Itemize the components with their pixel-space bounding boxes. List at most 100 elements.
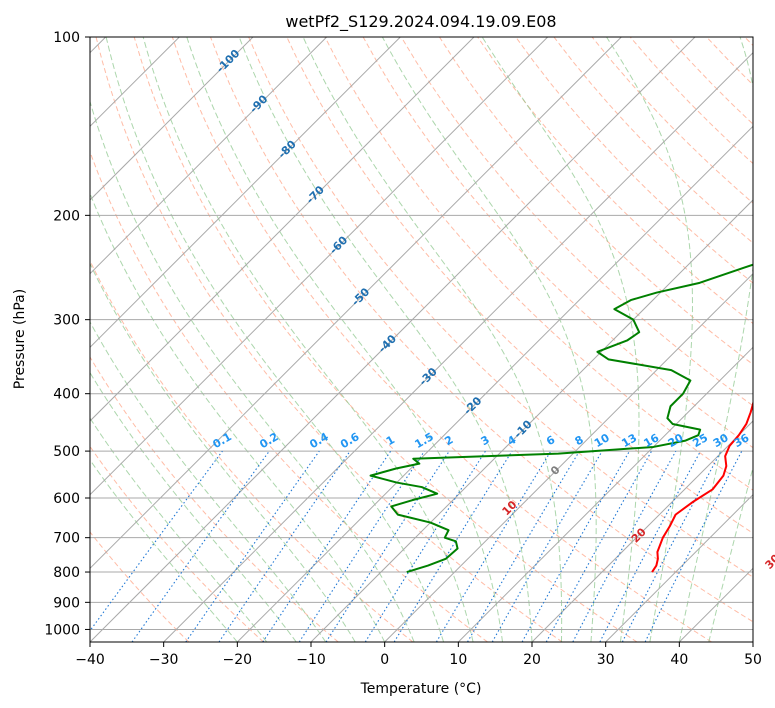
plot-frame <box>89 36 754 643</box>
y-tick-label: 300 <box>53 313 80 329</box>
y-tick-label: 900 <box>53 595 80 611</box>
dry-adiabat-line <box>171 37 712 642</box>
dry-adiabat-line <box>95 37 563 642</box>
moist-adiabat-line <box>90 459 238 642</box>
dry-adiabat-line <box>400 37 753 407</box>
isotherm-line <box>605 493 753 642</box>
line-labels: -100-90-80-70-60-50-40-30-20-1000.1 0.2 0.… <box>210 47 775 572</box>
y-tick-label: 600 <box>53 491 80 507</box>
mixing-ratio-line <box>262 450 392 642</box>
dry-adiabat-line <box>515 37 753 284</box>
y-tick-label: 100 <box>53 30 80 46</box>
mixing-ratio-label: 0.1 <box>210 430 233 451</box>
dry-adiabat-line <box>90 356 339 642</box>
dry-adiabat-line <box>744 37 753 47</box>
isotherm-line <box>384 272 753 642</box>
dry-adiabat-line <box>133 37 638 642</box>
isotherm-line <box>90 37 549 496</box>
isotherm-line <box>90 37 328 275</box>
mixing-ratio-line <box>298 450 425 642</box>
dry-adiabat-line <box>90 445 264 642</box>
dry-adiabat-line <box>439 37 753 366</box>
y-tick-label: 200 <box>53 208 80 224</box>
mixing-ratio-line <box>545 450 653 642</box>
mixing-ratio-line <box>521 450 630 642</box>
y-axis-title: Pressure (hPa) <box>12 289 28 389</box>
y-tick-label: 400 <box>53 387 80 403</box>
dry-adiabat-line <box>90 259 414 642</box>
x-tick-label: −30 <box>149 652 179 668</box>
mixing-ratio-line <box>644 450 743 642</box>
moist-adiabat-line <box>90 262 356 642</box>
y-tick-label: 500 <box>53 444 80 460</box>
dry-adiabat-label: 30 <box>763 552 775 572</box>
mixing-ratio-line <box>218 450 351 642</box>
isotherm-line <box>90 37 696 642</box>
moist-adiabat-line <box>678 37 753 642</box>
moist-adiabat-line <box>381 37 597 642</box>
x-tick-label: 30 <box>597 652 615 668</box>
x-tick-label: 50 <box>744 652 762 668</box>
moist-adiabat-line <box>90 99 415 642</box>
mixing-ratio-label: 8 <box>573 433 586 448</box>
dry-adiabat-line <box>248 37 753 578</box>
mixing-ratio-label: 10 <box>592 431 612 450</box>
mixing-ratio-label: 1.5 <box>412 430 435 451</box>
isotherm-line <box>90 37 475 422</box>
x-tick-label: 10 <box>449 652 467 668</box>
moist-adiabat-line <box>238 37 533 642</box>
x-tick-label: −10 <box>296 652 326 668</box>
dewpoint-profile-line <box>369 263 753 573</box>
isotherm-line <box>531 420 753 642</box>
x-tick-label: −40 <box>75 652 105 668</box>
x-tick-label: 20 <box>523 652 541 668</box>
x-tick-label: −20 <box>223 652 253 668</box>
x-axis-title: Temperature (°C) <box>360 681 482 697</box>
mixing-ratio-line <box>435 450 552 642</box>
moist-adiabat-line <box>90 371 297 642</box>
y-tick-label: 800 <box>53 565 80 581</box>
mixing-ratio-label: 3 <box>479 433 492 448</box>
mixing-ratio-label: 0.2 <box>257 430 280 451</box>
isotherm-label: -70 <box>304 183 327 206</box>
profile-lines <box>369 263 753 573</box>
mixing-ratio-line <box>325 450 450 642</box>
mixing-ratio-label: 36 <box>732 431 752 450</box>
dry-adiabat-line <box>362 37 753 449</box>
dry-adiabat-line <box>324 37 753 491</box>
mixing-ratio-label: 6 <box>544 433 557 448</box>
isotherm-line <box>90 37 254 201</box>
axes: −40 −30 −20 −10 0 10 20 30 40 50 1000 900 800 700 600 5… <box>44 30 762 668</box>
x-tick-label: 40 <box>670 652 688 668</box>
y-tick-label: 700 <box>53 531 80 547</box>
isotherm-line <box>236 125 753 642</box>
moist-adiabat-line <box>186 37 504 642</box>
dry-adiabat-line <box>90 531 190 642</box>
y-tick-label: 1000 <box>44 622 80 638</box>
background-lines <box>90 37 753 642</box>
chart-title: wetPf2_S129.2024.094.19.09.E08 <box>285 12 556 32</box>
dry-adiabat-line <box>706 37 753 86</box>
isotherm-label: -40 <box>376 332 399 355</box>
mixing-ratio-line <box>90 450 223 632</box>
mixing-ratio-line <box>572 450 677 642</box>
mixing-ratio-line <box>185 450 320 642</box>
temperature-profile-line <box>651 400 753 573</box>
dry-adiabat-line <box>90 150 488 642</box>
moist-adiabat-line <box>142 37 474 642</box>
moist-adiabat-line <box>105 37 445 642</box>
moist-adiabat-line <box>481 37 640 642</box>
isotherm-line <box>310 199 753 642</box>
isotherm-line <box>90 37 622 570</box>
x-tick-label: 0 <box>380 652 389 668</box>
mixing-ratio-label: 2 <box>442 433 455 448</box>
dry-adiabat-label: 10 <box>500 498 520 518</box>
moist-adiabat-line <box>90 417 268 642</box>
mixing-ratio-line <box>131 450 270 642</box>
isotherm-line <box>90 37 401 349</box>
dry-adiabat-line <box>668 37 753 125</box>
dry-adiabat-line <box>210 37 753 623</box>
isotherm-line <box>457 346 753 642</box>
mixing-ratio-label: 25 <box>690 431 710 450</box>
